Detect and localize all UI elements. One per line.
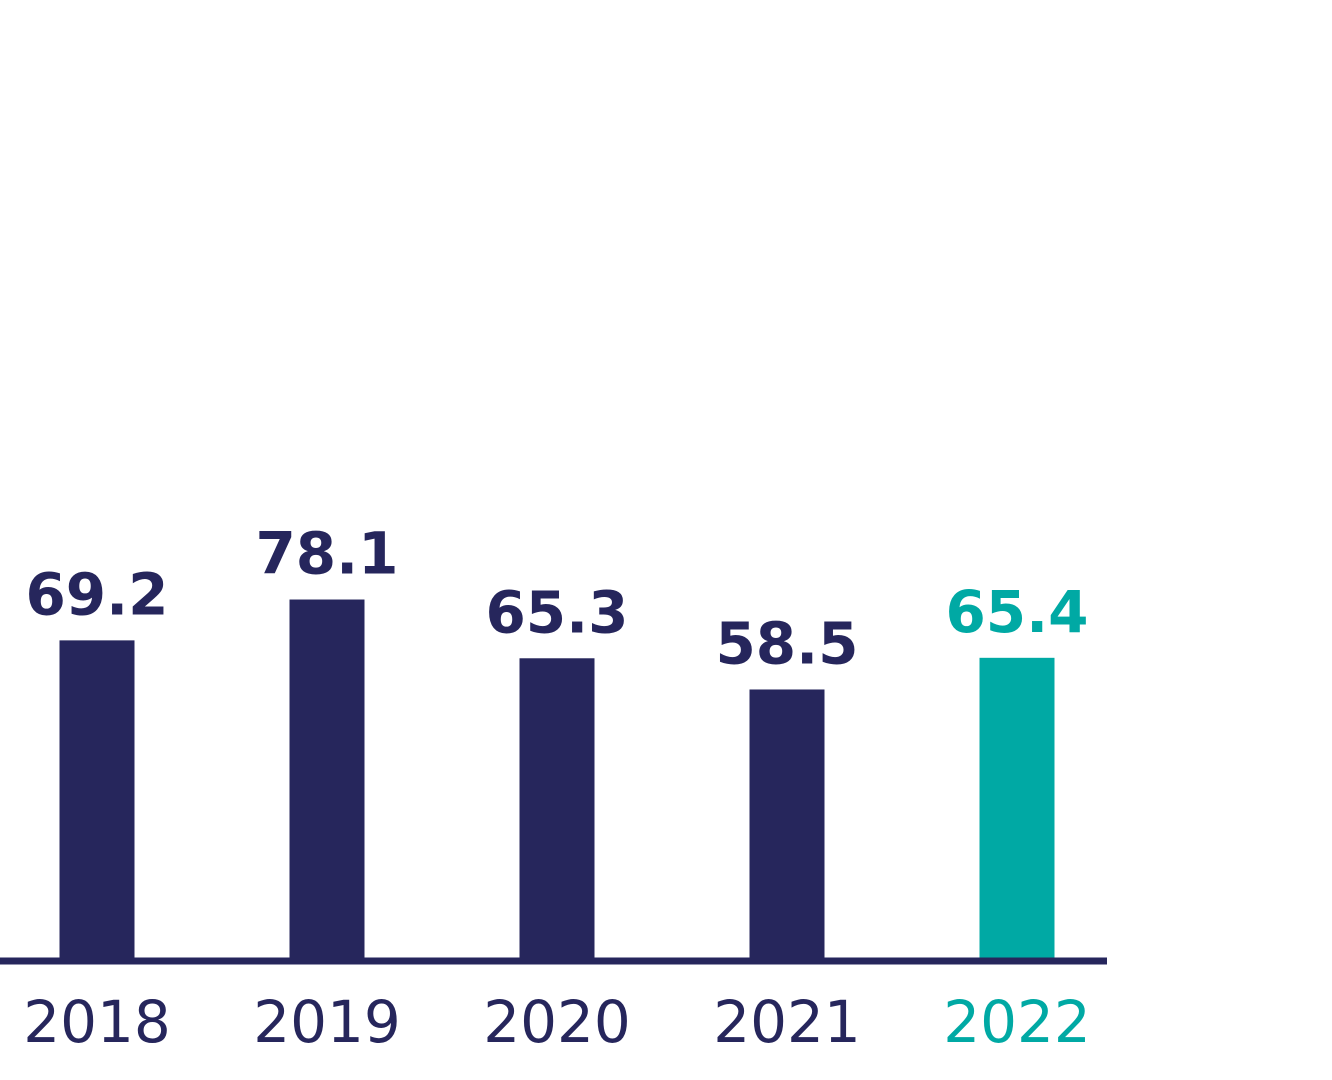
bar-2022 (979, 657, 1055, 958)
value-label-2021: 58.5 (715, 609, 858, 677)
value-labels-group: 69.2 78.1 65.3 58.5 65.4 (25, 520, 1088, 678)
category-label-2022: 2022 (943, 988, 1091, 1056)
bar-2019 (289, 599, 365, 958)
category-label-2019: 2019 (253, 988, 401, 1056)
value-label-2018: 69.2 (25, 560, 168, 628)
bar-2020 (519, 658, 595, 958)
category-labels-group: 2018 2019 2020 2021 2022 (23, 988, 1091, 1056)
value-label-2019: 78.1 (255, 520, 398, 588)
bars-group (59, 599, 1055, 958)
value-label-2020: 65.3 (485, 578, 628, 646)
bar-2021 (749, 689, 825, 958)
category-label-2021: 2021 (713, 988, 861, 1056)
value-label-2022: 65.4 (945, 578, 1088, 646)
category-label-2018: 2018 (23, 988, 171, 1056)
category-label-2020: 2020 (483, 988, 631, 1056)
bar-2018 (59, 640, 135, 958)
